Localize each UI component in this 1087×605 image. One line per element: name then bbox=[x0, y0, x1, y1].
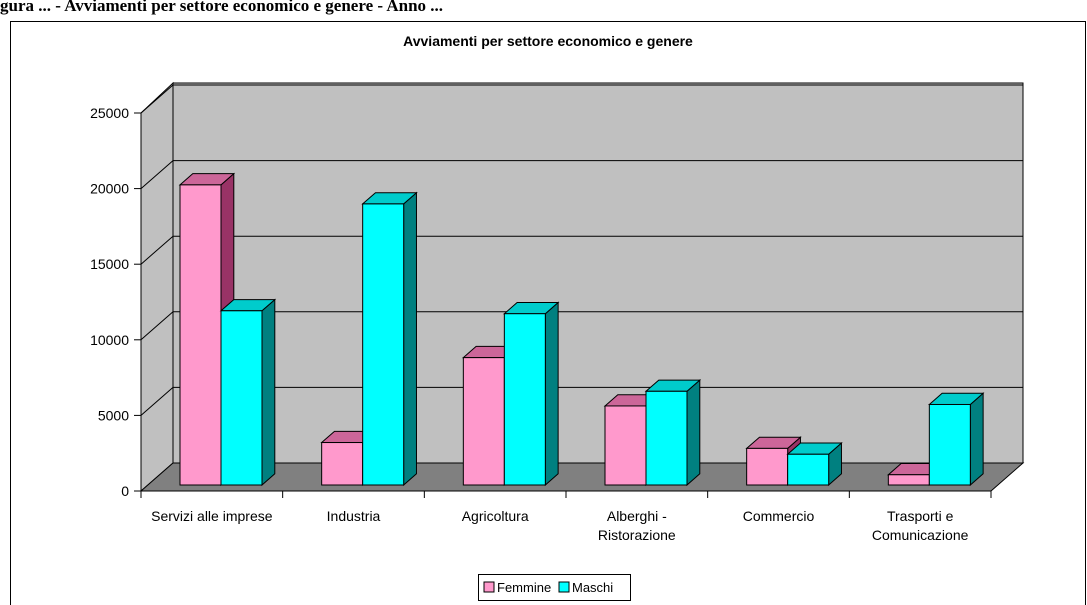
bar-front bbox=[788, 454, 829, 485]
chart-title: Avviamenti per settore economico e gener… bbox=[403, 33, 693, 49]
y-tick-label: 15000 bbox=[90, 256, 129, 272]
legend-swatch bbox=[559, 582, 569, 592]
side-wall bbox=[141, 83, 173, 491]
y-tick-label: 0 bbox=[121, 483, 129, 499]
bar-side bbox=[404, 193, 417, 485]
bar-side bbox=[262, 300, 275, 485]
bar-front bbox=[605, 406, 646, 485]
bar-maschi bbox=[504, 303, 558, 485]
back-wall bbox=[173, 83, 1023, 463]
bar-front bbox=[929, 404, 970, 485]
y-tick-label: 25000 bbox=[90, 105, 129, 121]
y-tick-label: 5000 bbox=[98, 407, 129, 423]
y-tick-label: 20000 bbox=[90, 181, 129, 197]
bar-maschi bbox=[929, 393, 983, 485]
bar-front bbox=[363, 204, 404, 485]
bar-side bbox=[545, 303, 558, 485]
bar-front bbox=[322, 443, 363, 485]
x-category-label: Agricoltura bbox=[462, 508, 529, 524]
x-category-label: Servizi alle imprese bbox=[151, 508, 273, 524]
bar-front bbox=[747, 448, 788, 485]
x-category-label: Commercio bbox=[743, 508, 815, 524]
bar-maschi bbox=[788, 443, 842, 485]
bar-maschi bbox=[221, 300, 275, 485]
y-tick-label: 10000 bbox=[90, 332, 129, 348]
legend: Femmine Maschi bbox=[479, 575, 631, 601]
legend-label: Maschi bbox=[572, 580, 613, 595]
x-category-label: Industria bbox=[327, 508, 381, 524]
bar-maschi bbox=[646, 380, 700, 485]
bar-front bbox=[180, 185, 221, 485]
legend-label: Femmine bbox=[497, 580, 551, 595]
bar-front bbox=[504, 314, 545, 485]
header-fragment: gura ... - Avviamenti per settore econom… bbox=[0, 0, 443, 15]
bar-side bbox=[687, 380, 700, 485]
bar-front bbox=[646, 391, 687, 485]
bar-front bbox=[888, 475, 929, 485]
legend-swatch bbox=[484, 582, 494, 592]
bar-front bbox=[221, 311, 262, 485]
bar-side bbox=[970, 393, 983, 485]
bar-maschi bbox=[363, 193, 417, 485]
bar-front bbox=[463, 358, 504, 485]
